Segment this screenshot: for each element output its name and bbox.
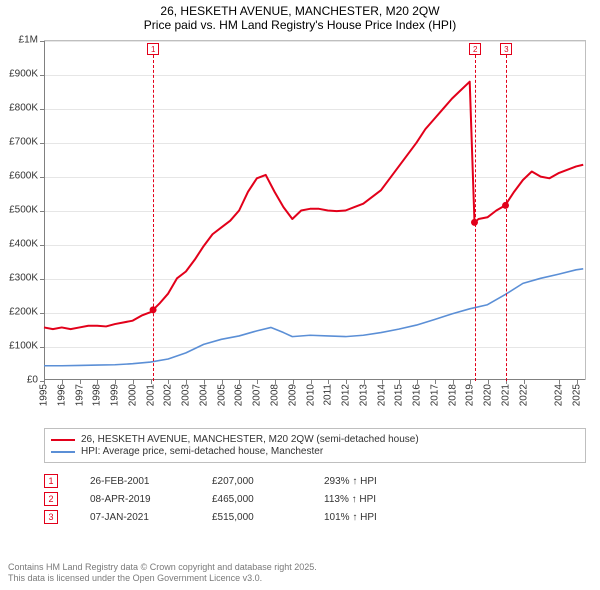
x-tick-label: 2024 bbox=[554, 384, 565, 406]
legend-label: HPI: Average price, semi-detached house,… bbox=[81, 446, 323, 457]
event-vline bbox=[475, 55, 476, 381]
event-vline bbox=[153, 55, 154, 381]
y-tick-mark bbox=[40, 279, 44, 280]
event-hpi: 101% ↑ HPI bbox=[324, 512, 434, 523]
y-tick-label: £1M bbox=[19, 35, 38, 46]
x-tick-label: 2021 bbox=[501, 384, 512, 406]
x-tick-label: 2004 bbox=[198, 384, 209, 406]
x-tick-label: 1997 bbox=[74, 384, 85, 406]
legend-row: 26, HESKETH AVENUE, MANCHESTER, M20 2QW … bbox=[51, 434, 579, 445]
event-marker-2: 2 bbox=[469, 43, 481, 55]
event-price: £207,000 bbox=[212, 476, 292, 487]
x-tick-label: 2001 bbox=[145, 384, 156, 406]
y-tick-label: £600K bbox=[9, 171, 38, 182]
x-tick-label: 2012 bbox=[341, 384, 352, 406]
event-date: 07-JAN-2021 bbox=[90, 512, 180, 523]
event-date: 08-APR-2019 bbox=[90, 494, 180, 505]
chart-container: 26, HESKETH AVENUE, MANCHESTER, M20 2QW … bbox=[0, 0, 600, 590]
x-tick-label: 2006 bbox=[234, 384, 245, 406]
y-tick-label: £0 bbox=[27, 375, 38, 386]
y-tick-label: £700K bbox=[9, 137, 38, 148]
x-tick-label: 2002 bbox=[163, 384, 174, 406]
x-tick-label: 2020 bbox=[483, 384, 494, 406]
event-row: 2 08-APR-2019 £465,000 113% ↑ HPI bbox=[44, 492, 586, 506]
y-tick-label: £200K bbox=[9, 307, 38, 318]
event-marker-3: 3 bbox=[500, 43, 512, 55]
footer-line1: Contains HM Land Registry data © Crown c… bbox=[8, 562, 317, 572]
x-tick-label: 2016 bbox=[412, 384, 423, 406]
y-tick-label: £900K bbox=[9, 69, 38, 80]
event-row: 3 07-JAN-2021 £515,000 101% ↑ HPI bbox=[44, 510, 586, 524]
title-block: 26, HESKETH AVENUE, MANCHESTER, M20 2QW … bbox=[0, 0, 600, 32]
x-tick-label: 2005 bbox=[216, 384, 227, 406]
event-hpi: 113% ↑ HPI bbox=[324, 494, 434, 505]
y-tick-mark bbox=[40, 41, 44, 42]
y-tick-mark bbox=[40, 109, 44, 110]
event-marker-icon: 2 bbox=[44, 492, 58, 506]
y-tick-label: £800K bbox=[9, 103, 38, 114]
event-marker-1: 1 bbox=[147, 43, 159, 55]
x-tick-label: 1998 bbox=[92, 384, 103, 406]
y-tick-mark bbox=[40, 245, 44, 246]
y-tick-label: £400K bbox=[9, 239, 38, 250]
x-tick-label: 1995 bbox=[39, 384, 50, 406]
x-tick-label: 2013 bbox=[358, 384, 369, 406]
x-tick-label: 2011 bbox=[323, 384, 334, 406]
y-tick-mark bbox=[40, 75, 44, 76]
plot-area: 1 2 3 bbox=[44, 40, 586, 380]
x-tick-label: 2019 bbox=[465, 384, 476, 406]
x-tick-label: 2007 bbox=[252, 384, 263, 406]
title-address: 26, HESKETH AVENUE, MANCHESTER, M20 2QW bbox=[0, 4, 600, 18]
legend-label: 26, HESKETH AVENUE, MANCHESTER, M20 2QW … bbox=[81, 434, 419, 445]
y-tick-mark bbox=[40, 313, 44, 314]
x-tick-label: 2025 bbox=[572, 384, 583, 406]
event-vline bbox=[506, 55, 507, 381]
x-tick-label: 2009 bbox=[287, 384, 298, 406]
series-hpi bbox=[44, 269, 583, 366]
y-tick-label: £500K bbox=[9, 205, 38, 216]
events-table: 1 26-FEB-2001 £207,000 293% ↑ HPI 2 08-APR-20… bbox=[44, 470, 586, 528]
x-tick-label: 2000 bbox=[127, 384, 138, 406]
x-tick-label: 2003 bbox=[181, 384, 192, 406]
y-tick-mark bbox=[40, 177, 44, 178]
event-price: £515,000 bbox=[212, 512, 292, 523]
x-tick-label: 2014 bbox=[376, 384, 387, 406]
event-marker-icon: 3 bbox=[44, 510, 58, 524]
x-tick-label: 2008 bbox=[270, 384, 281, 406]
legend-swatch bbox=[51, 451, 75, 453]
x-tick-label: 2010 bbox=[305, 384, 316, 406]
event-hpi: 293% ↑ HPI bbox=[324, 476, 434, 487]
x-tick-label: 1999 bbox=[110, 384, 121, 406]
footer-attribution: Contains HM Land Registry data © Crown c… bbox=[8, 562, 592, 585]
y-tick-mark bbox=[40, 143, 44, 144]
y-tick-mark bbox=[40, 347, 44, 348]
y-tick-label: £100K bbox=[9, 341, 38, 352]
event-price: £465,000 bbox=[212, 494, 292, 505]
y-axis-labels: £0£100K£200K£300K£400K£500K£600K£700K£80… bbox=[0, 40, 44, 380]
title-subtitle: Price paid vs. HM Land Registry's House … bbox=[0, 18, 600, 32]
x-tick-label: 2017 bbox=[429, 384, 440, 406]
legend-swatch bbox=[51, 439, 75, 441]
event-row: 1 26-FEB-2001 £207,000 293% ↑ HPI bbox=[44, 474, 586, 488]
y-tick-label: £300K bbox=[9, 273, 38, 284]
x-tick-label: 2015 bbox=[394, 384, 405, 406]
footer-line2: This data is licensed under the Open Gov… bbox=[8, 573, 262, 583]
line-series-svg bbox=[44, 41, 585, 380]
x-tick-label: 2022 bbox=[518, 384, 529, 406]
legend: 26, HESKETH AVENUE, MANCHESTER, M20 2QW … bbox=[44, 428, 586, 463]
y-tick-mark bbox=[40, 211, 44, 212]
legend-row: HPI: Average price, semi-detached house,… bbox=[51, 446, 579, 457]
x-tick-label: 2018 bbox=[447, 384, 458, 406]
event-marker-icon: 1 bbox=[44, 474, 58, 488]
x-tick-label: 1996 bbox=[56, 384, 67, 406]
event-date: 26-FEB-2001 bbox=[90, 476, 180, 487]
